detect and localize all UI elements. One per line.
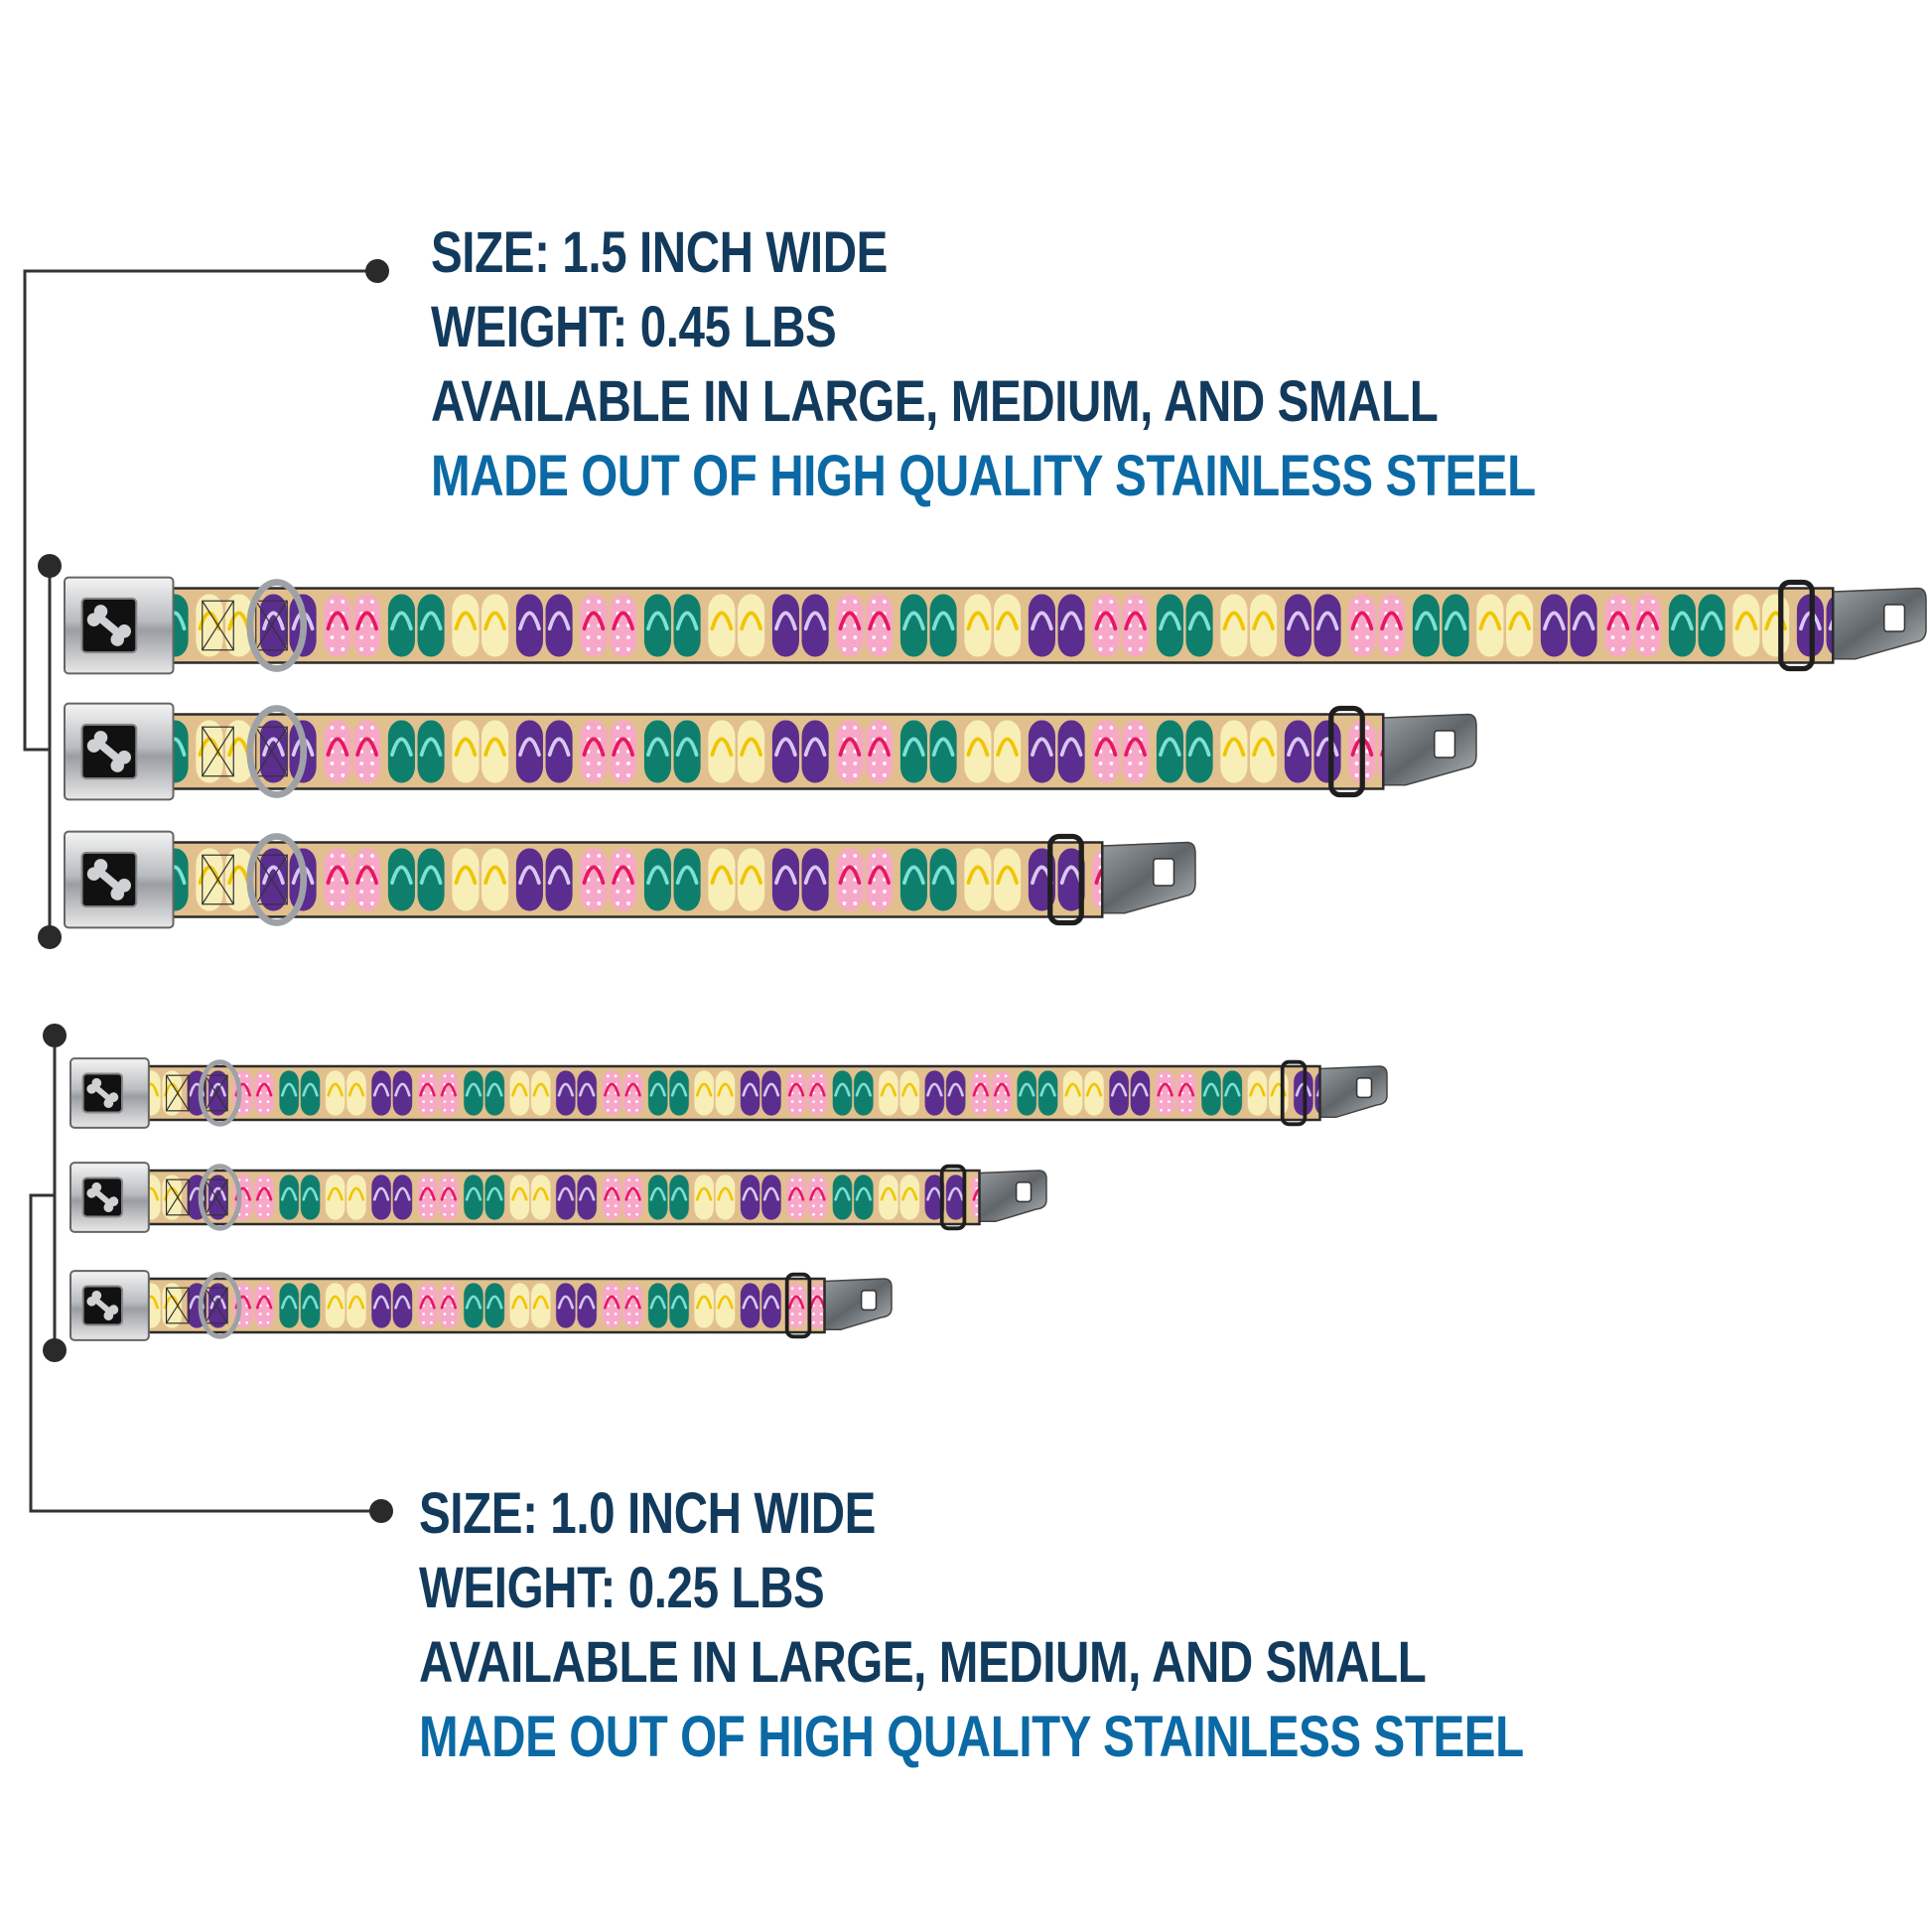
slide-loop [1778,579,1815,672]
spec-material: MADE OUT OF HIGH QUALITY STAINLESS STEEL [419,1705,1524,1769]
stitch-box [204,1178,228,1216]
tab-hole [860,1290,878,1311]
collar-strap [160,713,1385,790]
stitch-x [255,726,288,777]
collar-end-tab [1312,1065,1388,1119]
stitch-x [202,600,234,651]
tab-hole [1015,1181,1033,1203]
stitch-x [166,1178,190,1216]
slide-loop [1328,705,1365,798]
bone-icon [86,1181,119,1213]
slide-loop [1280,1059,1308,1127]
collar-strap [135,1064,1321,1122]
bone-icon [86,731,132,772]
stitch-x [202,854,234,905]
stitch-x [204,1287,228,1324]
stitch-box [202,726,234,777]
connector-dot [43,1024,67,1047]
spec-size: SIZE: 1.5 INCH WIDE [431,220,888,285]
collar-end-tab [1095,841,1196,914]
tab-hole [1883,604,1906,632]
d-ring [246,833,308,926]
tab-hole [1355,1077,1373,1099]
spec-block-1-0-inch: SIZE: 1.0 INCH WIDE WEIGHT: 0.25 LBS AVA… [419,1476,1524,1774]
stitch-box [202,854,234,905]
stitch-x [255,600,288,651]
stitch-x [166,1074,190,1112]
connector-line [23,269,377,752]
collar-1-0-medium [69,1162,1047,1233]
stitch-x [202,726,234,777]
d-ring [198,1059,242,1127]
connector-dot [43,1338,67,1362]
slide-loop [939,1164,967,1231]
stitch-box [165,1178,190,1216]
slide-loop [784,1272,812,1339]
collar-end-tab [817,1278,893,1331]
spec-availability: AVAILABLE IN LARGE, MEDIUM, AND SMALL [419,1630,1427,1695]
stitch-box [165,1287,190,1324]
connector-dot [38,925,62,949]
stitch-x [255,854,288,905]
collar-1-0-small [69,1270,893,1341]
bone-icon [86,1077,119,1109]
stitch-box [204,1287,228,1324]
stitch-box [255,854,288,905]
tab-hole [1153,858,1175,887]
bone-icon [86,1290,119,1321]
slide-loop [1047,833,1084,926]
collar-1-5-small [64,830,1196,929]
bone-icon [86,605,132,646]
collar-end-tab [1826,587,1927,660]
collar-strap [160,587,1835,664]
stitch-box [165,1074,190,1112]
spec-weight: WEIGHT: 0.25 LBS [419,1556,825,1620]
spec-material: MADE OUT OF HIGH QUALITY STAINLESS STEEL [431,444,1536,508]
d-ring [246,579,308,672]
stitch-x [204,1178,228,1216]
collar-strap [135,1277,826,1334]
bone-icon [86,859,132,900]
collar-1-0-large [69,1057,1388,1129]
spec-availability: AVAILABLE IN LARGE, MEDIUM, AND SMALL [431,369,1439,434]
stitch-box [202,600,234,651]
stitch-box [204,1074,228,1112]
spec-weight: WEIGHT: 0.45 LBS [431,295,837,359]
spec-size: SIZE: 1.0 INCH WIDE [419,1481,876,1546]
connector-dot [365,259,389,283]
tab-hole [1434,730,1456,759]
collar-1-5-large [64,576,1927,675]
collar-1-5-medium [64,702,1477,801]
d-ring [198,1272,242,1339]
stitch-x [204,1074,228,1112]
collar-end-tab [972,1170,1047,1223]
d-ring [246,705,308,798]
stitch-x [166,1287,190,1324]
connector-dot [369,1499,393,1523]
collar-strap [135,1169,981,1226]
connector-line [29,1193,381,1513]
spec-block-1-5-inch: SIZE: 1.5 INCH WIDE WEIGHT: 0.45 LBS AVA… [431,215,1536,513]
stitch-box [255,726,288,777]
collar-end-tab [1376,713,1477,786]
connector-dot [38,554,62,578]
d-ring [198,1164,242,1231]
stitch-box [255,600,288,651]
